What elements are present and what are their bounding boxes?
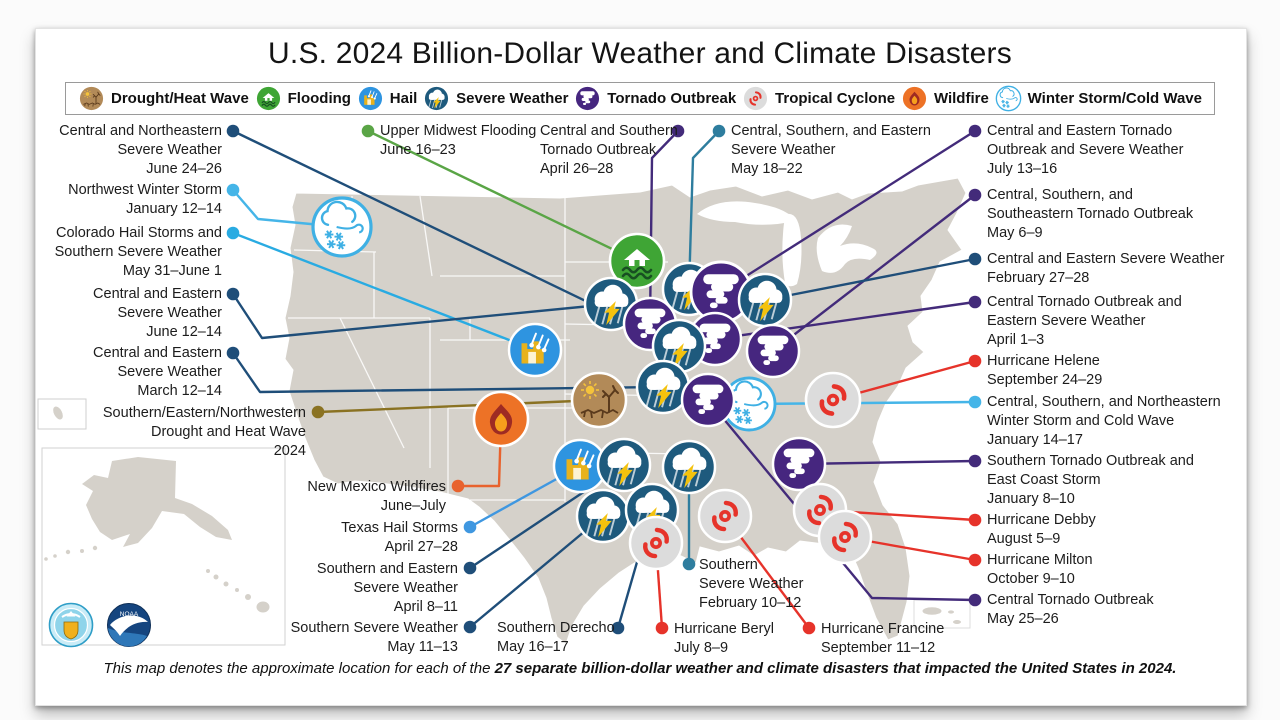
caption: This map denotes the approximate locatio… xyxy=(35,660,1245,677)
leader-dot xyxy=(671,124,685,138)
legend-item-tornado: Tornado Outbreak xyxy=(574,85,736,112)
wildfire-icon xyxy=(901,85,928,112)
leader-dot xyxy=(226,183,240,197)
drought-heat-wave-icon xyxy=(570,371,628,429)
hawaii xyxy=(206,569,270,613)
leader-line xyxy=(764,257,976,302)
leader-dot xyxy=(226,226,240,240)
legend-label: Drought/Heat Wave xyxy=(111,90,249,107)
legend-label: Wildfire xyxy=(933,90,989,107)
leader-line xyxy=(469,515,604,628)
leader-dot xyxy=(968,124,982,138)
severe-weather-icon xyxy=(575,488,631,544)
noaa-logo-text: NOAA xyxy=(120,611,139,618)
leader-dot xyxy=(968,354,982,368)
leader-line xyxy=(317,398,600,414)
legend-item-severe: Severe Weather xyxy=(423,85,568,112)
severe-weather-icon xyxy=(737,272,793,328)
leader-line xyxy=(687,130,720,290)
legend-item-drought: Drought/Heat Wave xyxy=(78,85,249,112)
leader-line xyxy=(798,459,976,466)
leader-line xyxy=(748,400,976,406)
leader-dot xyxy=(226,124,240,138)
leader-dot xyxy=(361,124,375,138)
tornado-outbreak-icon xyxy=(771,436,827,492)
leader-line xyxy=(232,231,536,352)
caption-regular: This map denotes the approximate locatio… xyxy=(103,660,495,677)
winter-storm-icon xyxy=(995,85,1021,112)
leader-dot xyxy=(968,295,982,309)
severe-weather-icon xyxy=(596,437,652,493)
legend: Drought/Heat Wave Flooding Hail Severe Weat… xyxy=(65,82,1215,115)
leader-line xyxy=(367,129,638,263)
hail-icon xyxy=(357,85,384,112)
leader-dot xyxy=(226,287,240,301)
leader-dot xyxy=(968,553,982,567)
leader-dot xyxy=(802,621,816,635)
legend-item-cyclone: Tropical Cyclone xyxy=(742,85,895,112)
alaska xyxy=(82,457,232,547)
flooding-icon xyxy=(608,232,666,290)
legend-label: Winter Storm/Cold Wave xyxy=(1027,90,1202,107)
leader-dot xyxy=(463,561,477,575)
legend-item-flood: Flooding xyxy=(255,85,351,112)
leader-line xyxy=(232,352,664,394)
aleutian-islands xyxy=(44,545,98,561)
leader-line xyxy=(707,399,976,602)
leader-dot xyxy=(463,620,477,634)
leader-dot xyxy=(311,405,325,419)
leader-dot xyxy=(968,513,982,527)
drought-heat-wave-icon xyxy=(78,85,105,112)
legend-label: Hail xyxy=(389,90,418,107)
leader-dot xyxy=(611,621,625,635)
legend-item-winter: Winter Storm/Cold Wave xyxy=(995,85,1202,112)
tropical-cyclone-icon xyxy=(697,488,753,544)
leader-dot xyxy=(968,252,982,266)
legend-label: Tornado Outbreak xyxy=(607,90,737,107)
tropical-cyclone-icon xyxy=(817,509,873,565)
severe-weather-icon xyxy=(635,359,691,415)
legend-label: Tropical Cyclone xyxy=(775,90,896,107)
winter-storm-icon xyxy=(721,376,777,432)
leader-dot xyxy=(463,520,477,534)
hail-icon xyxy=(507,322,563,378)
leader-dot xyxy=(968,395,982,409)
leader-dot xyxy=(968,454,982,468)
legend-item-fire: Wildfire xyxy=(901,85,989,112)
legend-item-hail: Hail xyxy=(357,85,418,112)
leader-dot xyxy=(712,124,726,138)
winter-storm-icon xyxy=(311,196,373,258)
tornado-outbreak-icon xyxy=(575,85,601,112)
wildfire-icon xyxy=(472,390,530,448)
tropical-cyclone-icon xyxy=(804,371,862,429)
leader-dot xyxy=(451,479,465,493)
agency-logos: NOAA xyxy=(48,602,152,648)
leader-dot xyxy=(226,346,240,360)
puerto-rico-inset xyxy=(913,599,971,629)
caption-bold: 27 separate billion-dollar weather and c… xyxy=(494,660,1177,677)
tropical-cyclone-icon xyxy=(742,85,769,112)
leader-line xyxy=(231,293,612,340)
legend-label: Severe Weather xyxy=(456,90,569,107)
noaa-logo: NOAA xyxy=(107,603,151,647)
leader-dot xyxy=(655,621,669,635)
tornado-outbreak-icon xyxy=(680,372,736,428)
leader-dot xyxy=(682,557,696,571)
flooding-icon xyxy=(255,85,281,112)
guam-inset xyxy=(37,398,87,430)
legend-label: Flooding xyxy=(287,90,351,107)
department-of-commerce-logo xyxy=(48,602,94,648)
severe-weather-icon xyxy=(651,318,707,374)
severe-weather-icon xyxy=(661,439,717,495)
leader-line xyxy=(720,129,976,294)
severe-weather-icon xyxy=(423,85,450,112)
tornado-outbreak-icon xyxy=(745,323,801,379)
great-lakes xyxy=(697,201,877,287)
leader-dot xyxy=(968,593,982,607)
page-title: U.S. 2024 Billion-Dollar Weather and Cli… xyxy=(268,37,1012,70)
alaska-hawaii-inset xyxy=(41,447,286,646)
leader-dot xyxy=(968,188,982,202)
tropical-cyclone-icon xyxy=(628,515,684,571)
